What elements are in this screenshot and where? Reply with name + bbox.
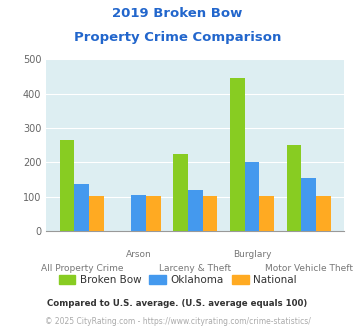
Bar [316, 196, 331, 231]
Bar [60, 140, 75, 231]
Bar [260, 196, 274, 231]
Text: Larceny & Theft: Larceny & Theft [159, 264, 231, 273]
Text: © 2025 CityRating.com - https://www.cityrating.com/crime-statistics/: © 2025 CityRating.com - https://www.city… [45, 317, 310, 326]
Bar [75, 183, 89, 231]
Bar [188, 190, 203, 231]
Text: Arson: Arson [126, 250, 152, 259]
Text: Motor Vehicle Theft: Motor Vehicle Theft [265, 264, 353, 273]
Text: Burglary: Burglary [233, 250, 271, 259]
Bar [203, 196, 217, 231]
Text: Compared to U.S. average. (U.S. average equals 100): Compared to U.S. average. (U.S. average … [47, 299, 308, 308]
Legend: Broken Bow, Oklahoma, National: Broken Bow, Oklahoma, National [55, 271, 300, 289]
Bar [245, 162, 260, 231]
Bar [89, 196, 104, 231]
Bar [301, 178, 316, 231]
Text: Property Crime Comparison: Property Crime Comparison [74, 31, 281, 44]
Bar [146, 196, 161, 231]
Text: All Property Crime: All Property Crime [40, 264, 123, 273]
Bar [173, 154, 188, 231]
Text: 2019 Broken Bow: 2019 Broken Bow [112, 7, 243, 19]
Bar [131, 195, 146, 231]
Bar [286, 145, 301, 231]
Bar [230, 78, 245, 231]
